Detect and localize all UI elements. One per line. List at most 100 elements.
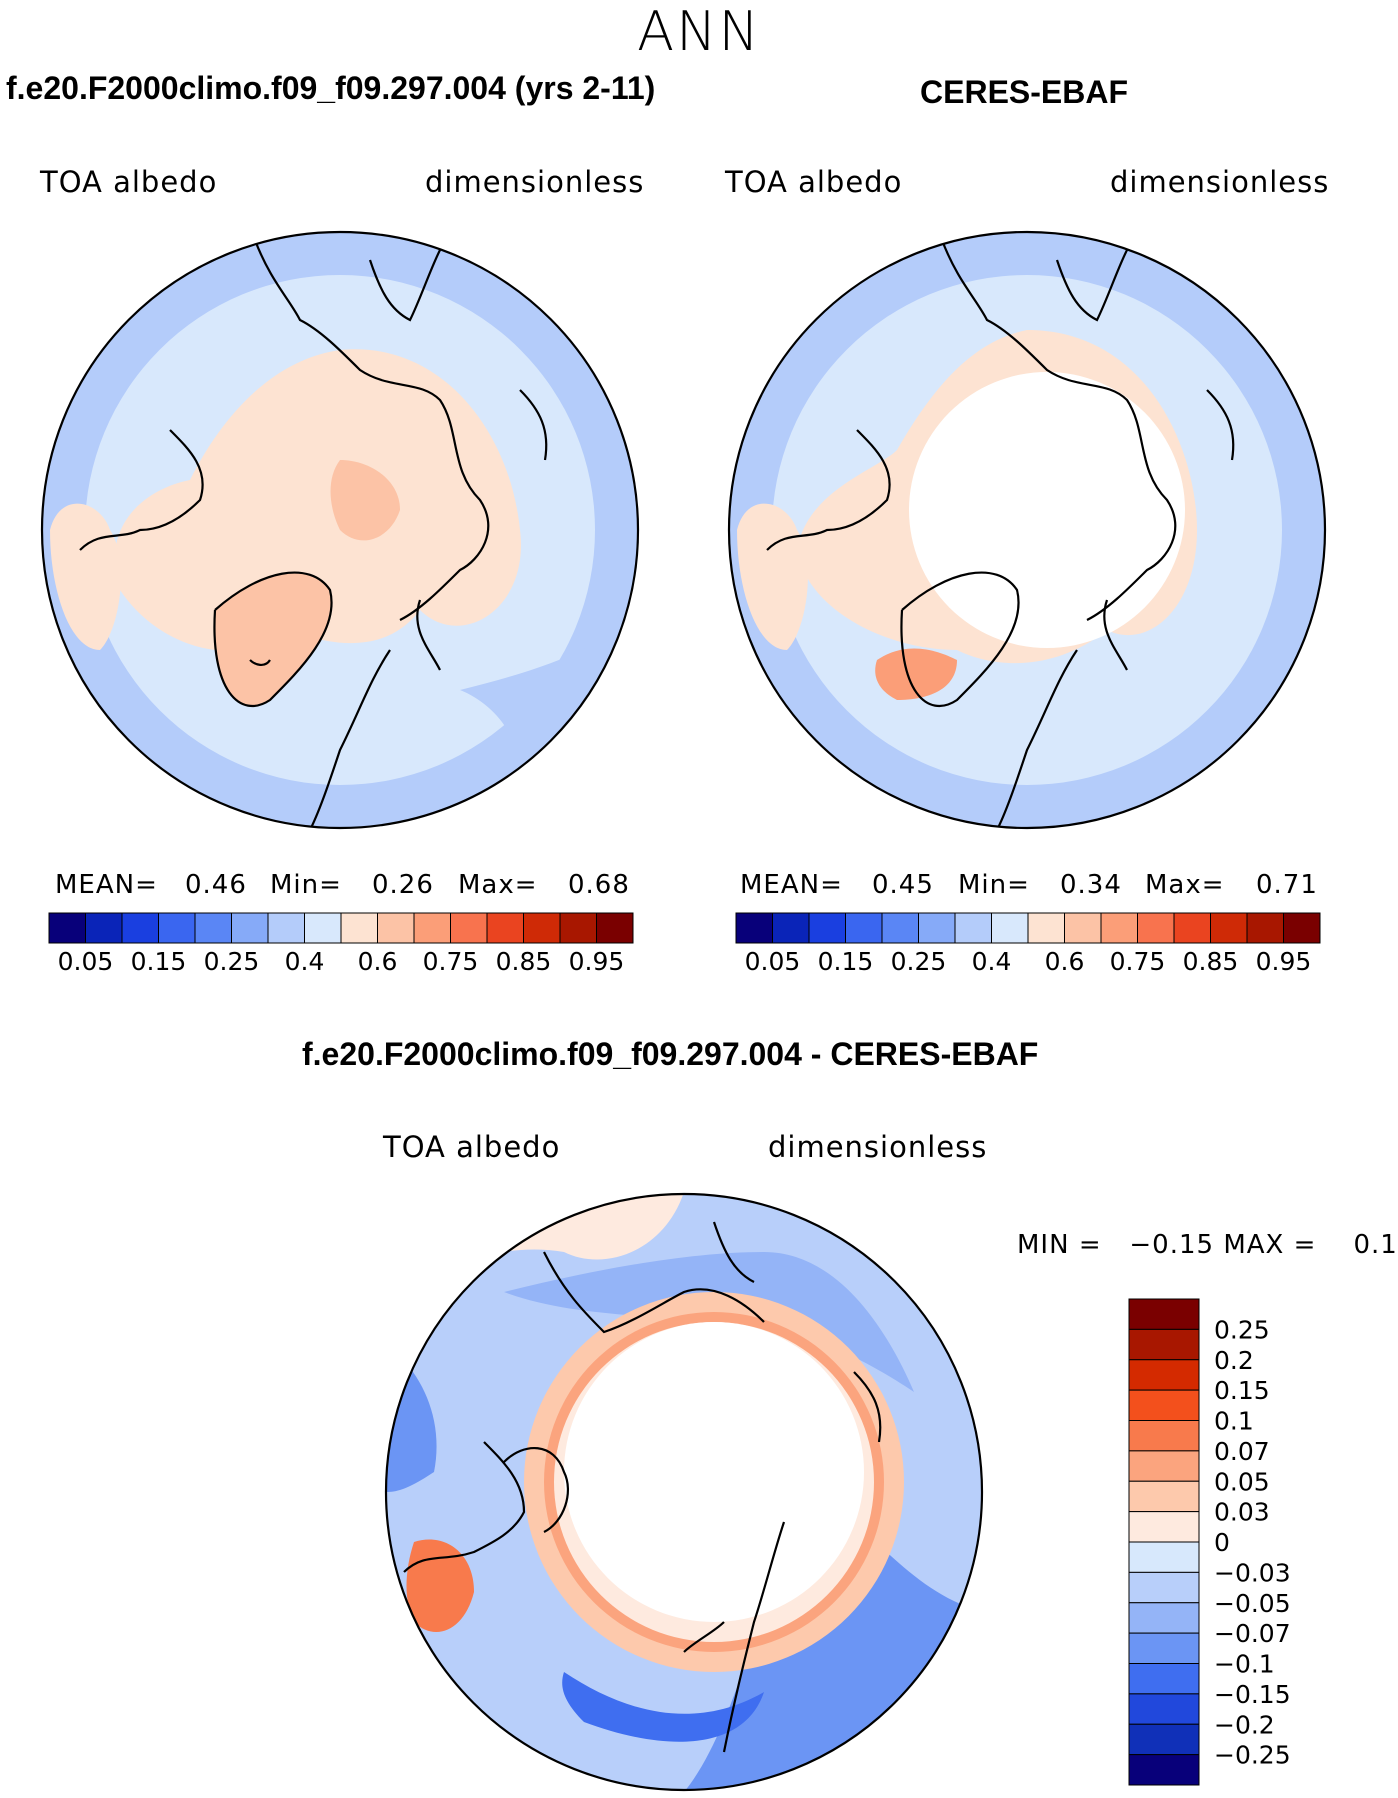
panel-1-title: f.e20.F2000climo.f09_f09.297.004 (yrs 2-… (6, 70, 656, 106)
colorbar-diff-swatch (1128, 1389, 1200, 1421)
panel-1-variable: TOA albedo (40, 165, 218, 199)
colorbar-1-swatch (304, 912, 342, 944)
colorbar-panel-2: 0.05 0.15 0.25 0.4 0.6 0.75 0.85 0.95 (735, 912, 1321, 976)
colorbar-diff: 0.250.20.150.10.070.050.030−0.03−0.05−0.… (1128, 1298, 1291, 1786)
panel-2-title: CERES-EBAF (920, 74, 1129, 110)
colorbar-diff-tick-label: 0 (1214, 1528, 1230, 1557)
colorbar-2-swatch (918, 912, 956, 944)
colorbar-2-swatch (1137, 912, 1175, 944)
colorbar-1-tick-label: 0.4 (285, 947, 325, 976)
panel-1-min: 0.26 (372, 870, 434, 900)
colorbar-diff-tick-label: −0.05 (1214, 1589, 1291, 1618)
diff-missing-data (564, 1322, 864, 1622)
panel-1-mean-label: MEAN= (55, 870, 158, 900)
colorbar-1-tick-label: 0.75 (423, 947, 479, 976)
colorbar-2-swatch (881, 912, 919, 944)
colorbar-diff-swatch (1128, 1754, 1200, 1786)
colorbar-diff-tick-label: −0.03 (1214, 1558, 1291, 1587)
map-1-alaska (50, 503, 121, 650)
panel-2-variable: TOA albedo (725, 165, 903, 199)
map-2-coastlines (766, 239, 1235, 828)
diff-positive-patch (406, 1539, 474, 1632)
diff-coastlines (403, 1221, 882, 1753)
colorbar-1-swatch (231, 912, 269, 944)
colorbar-1-swatch (194, 912, 232, 944)
panel-2-min-label: Min= (958, 870, 1030, 900)
map-1-border (40, 230, 640, 830)
colorbar-diff-swatch (1128, 1663, 1200, 1695)
colorbar-diff-swatch (1128, 1723, 1200, 1756)
colorbar-2-tick-label: 0.95 (1256, 947, 1312, 976)
colorbar-2-swatch (735, 912, 773, 944)
colorbar-diff-tick-label: −0.25 (1214, 1741, 1291, 1770)
colorbar-1-swatch (486, 912, 524, 944)
colorbar-1-swatch (377, 912, 415, 944)
colorbar-2-tick-label: 0.25 (891, 947, 947, 976)
colorbar-2-swatch (1210, 912, 1248, 944)
map-2-greenland-south (875, 648, 957, 700)
colorbar-diff-swatch (1128, 1571, 1200, 1604)
colorbar-diff-swatch (1128, 1298, 1200, 1330)
colorbar-1-swatch (85, 912, 123, 944)
colorbar-2-swatch (772, 912, 810, 944)
colorbar-diff-tick-label: 0.15 (1214, 1376, 1270, 1405)
colorbar-2-tick-label: 0.75 (1110, 947, 1166, 976)
map-panel-diff (384, 1192, 984, 1792)
colorbar-1-swatch (559, 912, 597, 944)
colorbar-diff-swatch (1128, 1693, 1200, 1725)
colorbar-2-swatch (845, 912, 883, 944)
colorbar-diff-tick-label: 0.1 (1214, 1407, 1254, 1436)
colorbar-1-tick-label: 0.15 (131, 947, 187, 976)
colorbar-diff-swatch (1128, 1632, 1200, 1664)
diff-stats: MIN = −0.15 MAX = 0.11 (1017, 1230, 1398, 1260)
colorbar-2-swatch (954, 912, 992, 944)
colorbar-diff-swatch (1128, 1420, 1200, 1452)
colorbar-1-tick-label: 0.85 (496, 947, 552, 976)
colorbar-2-tick-label: 0.15 (818, 947, 874, 976)
map-1-greenland (214, 572, 332, 706)
colorbar-panel-1: 0.05 0.15 0.25 0.4 0.6 0.75 0.85 0.95 (48, 912, 634, 976)
colorbar-diff-swatch (1128, 1602, 1200, 1634)
colorbar-2-swatch (991, 912, 1029, 944)
colorbar-2-swatch (1064, 912, 1102, 944)
panel-1-max: 0.68 (568, 870, 630, 900)
colorbar-diff-tick-label: 0.03 (1214, 1498, 1270, 1527)
colorbar-diff-swatch (1128, 1328, 1200, 1361)
colorbar-1-swatch (523, 912, 561, 944)
panel-1-min-label: Min= (270, 870, 342, 900)
colorbar-1-swatch (121, 912, 159, 944)
colorbar-2-tick-label: 0.6 (1045, 947, 1085, 976)
colorbar-2-tick-label: 0.85 (1183, 947, 1239, 976)
colorbar-diff-swatch (1128, 1511, 1200, 1543)
panel-2-max-label: Max= (1145, 870, 1225, 900)
season-title: ANN (637, 0, 761, 63)
diff-panel-title: f.e20.F2000climo.f09_f09.297.004 - CERES… (302, 1036, 1039, 1072)
map-panel-1 (40, 230, 640, 830)
map-1-coastlines (79, 239, 548, 828)
panel-2-units: dimensionless (1110, 165, 1330, 199)
colorbar-1-swatch (267, 912, 305, 944)
colorbar-1-tick-label: 0.25 (204, 947, 260, 976)
colorbar-2-tick-label: 0.4 (972, 947, 1012, 976)
colorbar-2-swatch (1246, 912, 1284, 944)
colorbar-1-swatch (596, 912, 634, 944)
map-2-border (727, 230, 1327, 830)
panel-1-max-label: Max= (458, 870, 538, 900)
colorbar-diff-swatch (1128, 1359, 1200, 1391)
map-2-missing-data (909, 372, 1185, 648)
diff-units: dimensionless (768, 1130, 988, 1164)
panel-2-max: 0.71 (1256, 870, 1318, 900)
panel-2-mean-label: MEAN= (740, 870, 843, 900)
colorbar-diff-tick-label: 0.07 (1214, 1437, 1270, 1466)
colorbar-1-swatch (48, 912, 86, 944)
panel-2-min: 0.34 (1060, 870, 1122, 900)
map-1-arctic-region (114, 349, 521, 651)
colorbar-2-swatch (1173, 912, 1211, 944)
colorbar-diff-swatch (1128, 1480, 1200, 1513)
diff-map-border (384, 1192, 984, 1792)
panel-1-mean: 0.46 (185, 870, 247, 900)
colorbar-1-tick-label: 0.05 (58, 947, 114, 976)
colorbar-diff-swatch (1128, 1450, 1200, 1482)
colorbar-1-swatch (340, 912, 378, 944)
colorbar-2-swatch (1100, 912, 1138, 944)
